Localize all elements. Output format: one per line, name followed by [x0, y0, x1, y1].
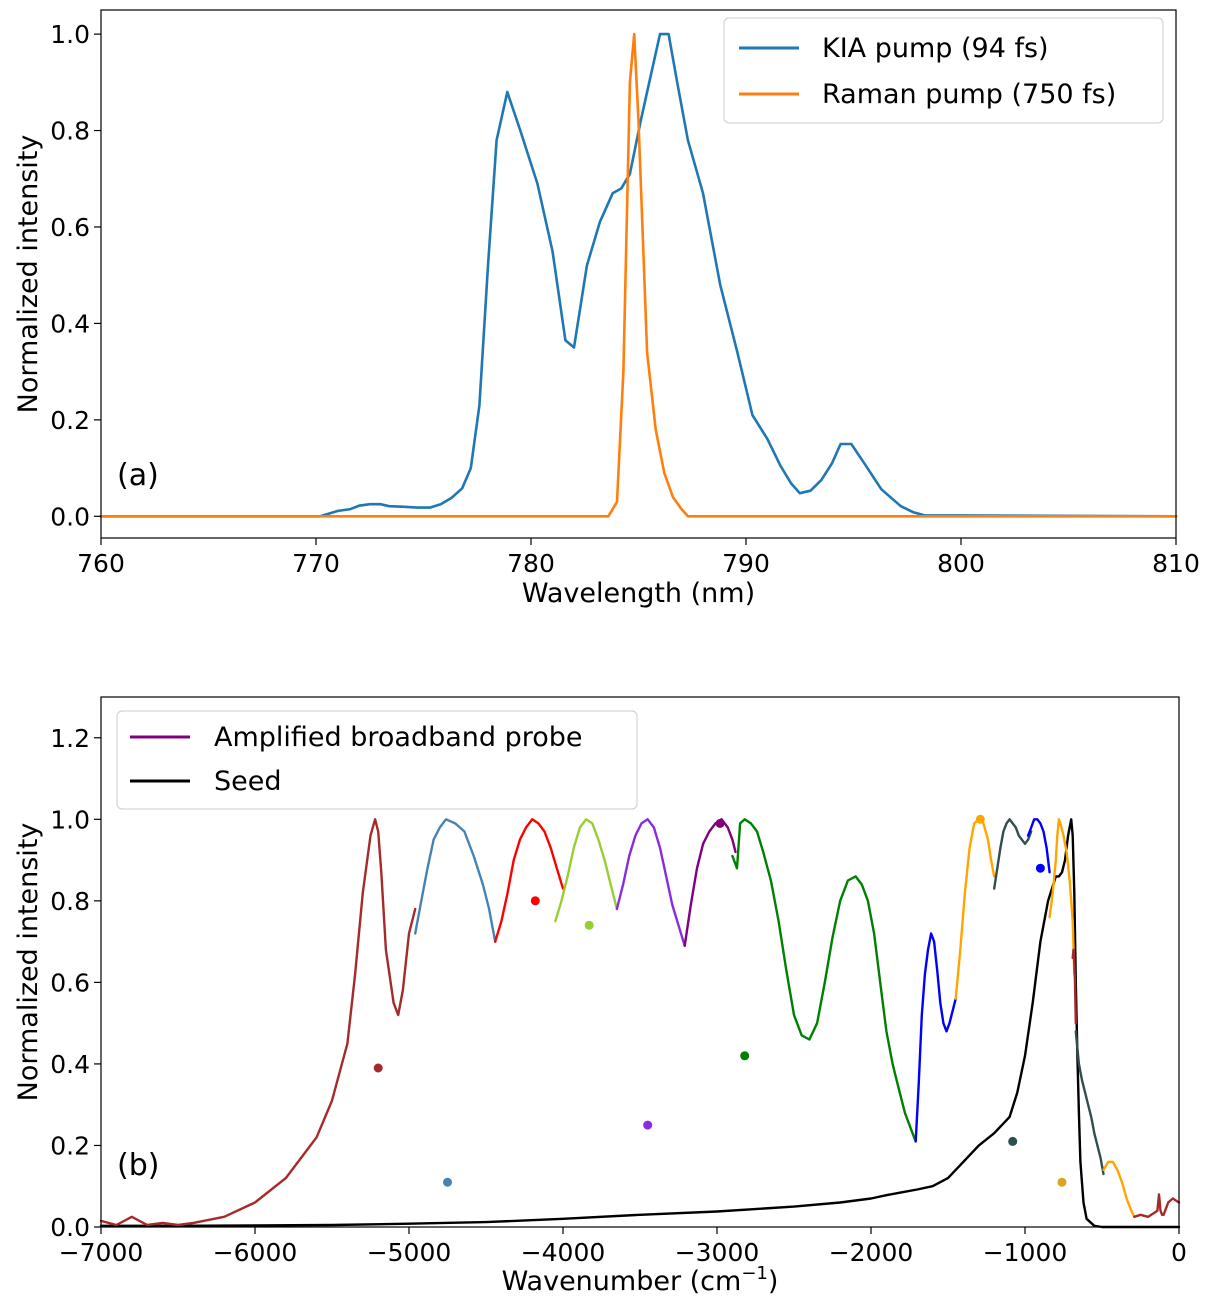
panel-b-x-axis: −7000 −6000 −5000 −4000 −3000 −2000 −1000 0 [59, 1227, 1187, 1267]
panel-b-y-tick-label-1: 0.2 [50, 1131, 90, 1160]
panel-b-series-line-0 [101, 819, 1179, 1227]
panel-b-y-tick-label-6: 1.2 [50, 724, 90, 753]
panel-b-x-tick-label-6: −1000 [983, 1238, 1068, 1267]
panel-b-x-label: Wavenumber (cm−1) [502, 1263, 779, 1297]
panel-b-series-line-5 [617, 819, 685, 945]
panel-b-y-tick-label-4: 0.8 [50, 887, 90, 916]
panel-b-y-label: Normalized intensity [13, 823, 44, 1102]
panel-a-y-tick-label-5: 1.0 [50, 20, 90, 49]
panel-b-series-line-8 [916, 934, 956, 1142]
panel-b-marker-7 [976, 815, 985, 824]
panel-a-x-tick-label-5: 810 [1152, 549, 1200, 578]
panel-a-y-label: Normalized intensity [13, 135, 44, 414]
panel-b-marker-2 [531, 896, 540, 905]
panel-b-marker-8 [1008, 1137, 1017, 1146]
panel-b-y-tick-label-2: 0.4 [50, 1050, 90, 1079]
panel-a-legend: KIA pump (94 fs) Raman pump (750 fs) [724, 18, 1163, 123]
panel-b-y-tick-label-5: 1.0 [50, 805, 90, 834]
panel-b-marker-10 [1058, 1178, 1067, 1187]
panel-b-series-line-3 [495, 819, 563, 941]
panel-a-legend-label-1: Raman pump (750 fs) [822, 79, 1116, 110]
panel-b-series-line-4 [555, 819, 617, 921]
panel-b-series-line-15 [1104, 1162, 1135, 1217]
panel-b-marker-6 [740, 1051, 749, 1060]
panel-b-series-line-12 [1050, 819, 1075, 974]
panel-b-series-line-9 [956, 819, 995, 998]
panel-b-x-tick-label-5: −2000 [829, 1238, 914, 1267]
panel-a-legend-label-0: KIA pump (94 fs) [822, 33, 1049, 64]
panel-b-series-line-7 [732, 819, 915, 1141]
panel-b-y-tick-label-0: 0.0 [50, 1213, 90, 1242]
panel-b-legend-label-0: Amplified broadband probe [214, 722, 583, 753]
panel-a-x-axis: 760 770 780 790 800 810 [77, 538, 1200, 578]
panel-a-y-tick-label-4: 0.8 [50, 117, 90, 146]
panel-b-legend-label-1: Seed [214, 766, 282, 797]
panel-b-chart: −7000 −6000 −5000 −4000 −3000 −2000 −1000 0 0.0… [13, 697, 1187, 1297]
panel-a-letter: (a) [117, 458, 159, 493]
panel-b-x-tick-label-1: −6000 [213, 1238, 298, 1267]
panel-b-y-tick-label-3: 0.6 [50, 968, 90, 997]
panel-b-legend: Amplified broadband probe Seed [117, 711, 637, 809]
panel-b-y-axis: 0.0 0.2 0.4 0.6 0.8 1.0 1.2 [50, 724, 101, 1242]
panel-a-x-tick-label-1: 770 [292, 549, 340, 578]
panel-b-marker-4 [643, 1121, 652, 1130]
panel-b-series-line-13 [1073, 950, 1076, 1023]
panel-b-series-line-2 [415, 819, 495, 941]
panel-a-x-tick-label-0: 760 [77, 549, 125, 578]
panel-b-marker-1 [443, 1178, 452, 1187]
panel-a-y-axis: 0.0 0.2 0.4 0.6 0.8 1.0 [50, 20, 101, 531]
panel-b-marker-3 [585, 921, 594, 930]
panel-b-marker-5 [716, 819, 725, 828]
panel-b-marker-9 [1036, 864, 1045, 873]
panel-a-chart: 760 770 780 790 800 810 0.0 0.2 0.4 0.6 0.8 1.0 Wa… [13, 10, 1200, 609]
panel-b-x-tick-label-7: 0 [1171, 1238, 1187, 1267]
panel-b-marker-0 [374, 1064, 383, 1073]
panel-a-y-tick-label-1: 0.2 [50, 406, 90, 435]
panel-a-x-tick-label-2: 780 [507, 549, 555, 578]
panel-b-x-tick-label-2: −5000 [367, 1238, 452, 1267]
panel-b-series [101, 819, 1179, 1227]
panel-a-x-tick-label-3: 790 [722, 549, 770, 578]
panel-a-y-tick-label-0: 0.0 [50, 502, 90, 531]
panel-b-series-line-16 [1134, 1194, 1179, 1216]
panel-b-letter: (b) [117, 1148, 159, 1183]
panel-a-y-tick-label-3: 0.6 [50, 213, 90, 242]
panel-a-y-tick-label-2: 0.4 [50, 309, 90, 338]
panel-a-x-tick-label-4: 800 [937, 549, 985, 578]
panel-b-series-line-6 [685, 819, 736, 945]
panel-b-x-tick-label-0: −7000 [59, 1238, 144, 1267]
panel-b-x-tick-label-3: −4000 [521, 1238, 606, 1267]
panel-a-x-label: Wavelength (nm) [522, 578, 755, 609]
panel-b-series-line-10 [994, 819, 1031, 888]
